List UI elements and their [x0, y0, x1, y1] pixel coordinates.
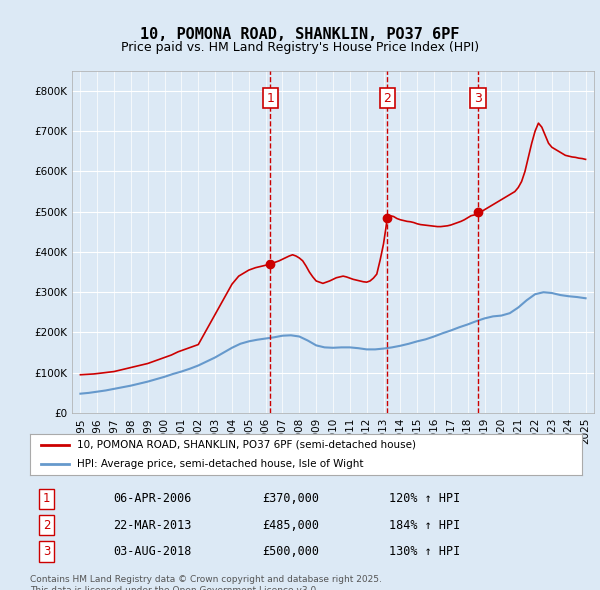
- Text: 184% ↑ HPI: 184% ↑ HPI: [389, 519, 460, 532]
- Text: 10, POMONA ROAD, SHANKLIN, PO37 6PF: 10, POMONA ROAD, SHANKLIN, PO37 6PF: [140, 27, 460, 41]
- Text: 10, POMONA ROAD, SHANKLIN, PO37 6PF (semi-detached house): 10, POMONA ROAD, SHANKLIN, PO37 6PF (sem…: [77, 440, 416, 450]
- Text: 130% ↑ HPI: 130% ↑ HPI: [389, 545, 460, 558]
- Text: 22-MAR-2013: 22-MAR-2013: [113, 519, 191, 532]
- Text: 2: 2: [43, 519, 50, 532]
- Text: 120% ↑ HPI: 120% ↑ HPI: [389, 492, 460, 505]
- Text: 1: 1: [43, 492, 50, 505]
- Text: £485,000: £485,000: [262, 519, 319, 532]
- Text: 3: 3: [43, 545, 50, 558]
- Text: 3: 3: [474, 91, 482, 104]
- Text: 2: 2: [383, 91, 391, 104]
- Text: 1: 1: [266, 91, 274, 104]
- Text: Contains HM Land Registry data © Crown copyright and database right 2025.
This d: Contains HM Land Registry data © Crown c…: [30, 575, 382, 590]
- Text: HPI: Average price, semi-detached house, Isle of Wight: HPI: Average price, semi-detached house,…: [77, 459, 364, 469]
- Text: 06-APR-2006: 06-APR-2006: [113, 492, 191, 505]
- Text: Price paid vs. HM Land Registry's House Price Index (HPI): Price paid vs. HM Land Registry's House …: [121, 41, 479, 54]
- Text: £370,000: £370,000: [262, 492, 319, 505]
- Text: 03-AUG-2018: 03-AUG-2018: [113, 545, 191, 558]
- Text: £500,000: £500,000: [262, 545, 319, 558]
